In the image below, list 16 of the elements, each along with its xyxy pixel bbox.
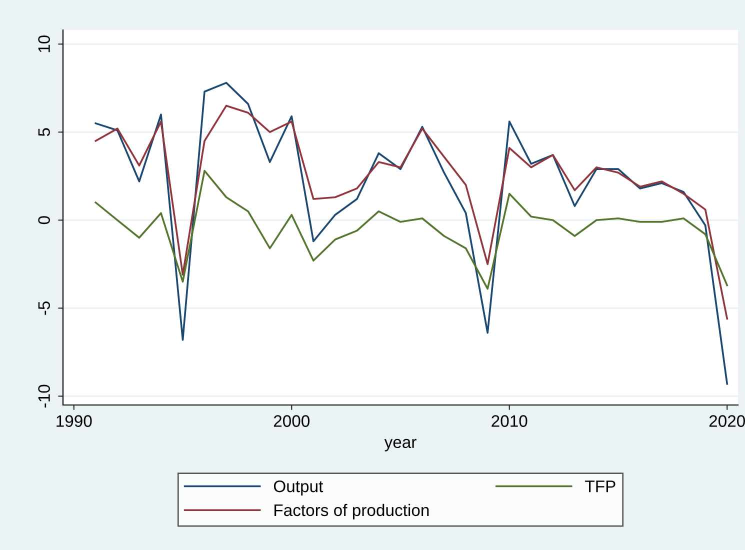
line-series [94, 104, 728, 320]
legend-label: Output [274, 480, 324, 496]
x-tick-label: 2000 [274, 415, 310, 427]
x-tick-label: 2020 [709, 415, 745, 427]
y-tick-label: -5 [38, 301, 50, 315]
y-tick-label: -10 [38, 384, 50, 408]
x-tick-label: 2010 [492, 415, 528, 427]
line-series [94, 82, 728, 385]
y-tick-label: 10 [38, 35, 50, 52]
x-tick-label: 1990 [56, 415, 92, 427]
legend-label: Factors of production [274, 504, 429, 520]
y-tick-label: 5 [38, 128, 50, 136]
x-axis-title: year [384, 438, 416, 452]
legend-label: TFP [585, 480, 616, 492]
line-series [94, 170, 728, 290]
y-tick-label: 0 [38, 216, 50, 224]
